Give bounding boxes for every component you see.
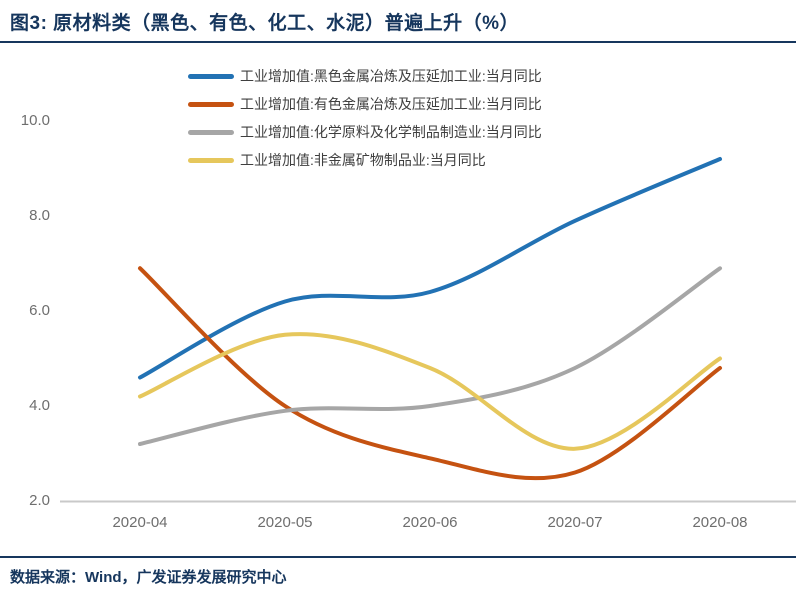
footer-divider	[0, 556, 796, 558]
legend-label: 工业增加值:化学原料及化学制品制造业:当月同比	[240, 124, 542, 140]
y-tick-label: 10.0	[20, 112, 50, 129]
series-line-1	[138, 266, 722, 481]
y-tick-label: 2.0	[29, 492, 50, 509]
chart-legend: 工业增加值:黑色金属冶炼及压延加工业:当月同比 工业增加值:有色金属冶炼及压延加…	[188, 62, 542, 174]
x-tick-label: 2020-05	[257, 514, 313, 531]
y-tick-label: 4.0	[29, 397, 50, 414]
legend-swatch	[188, 129, 234, 135]
legend-label: 工业增加值:非金属矿物制品业:当月同比	[240, 152, 486, 168]
legend-item: 工业增加值:有色金属冶炼及压延加工业:当月同比	[188, 90, 542, 118]
series-line-3	[138, 332, 722, 451]
title-divider	[0, 41, 796, 43]
legend-item: 工业增加值:黑色金属冶炼及压延加工业:当月同比	[188, 62, 542, 90]
y-tick-label: 8.0	[29, 207, 50, 224]
legend-swatch	[188, 157, 234, 163]
legend-item: 工业增加值:非金属矿物制品业:当月同比	[188, 146, 542, 174]
x-tick-label: 2020-04	[112, 514, 168, 531]
legend-label: 工业增加值:有色金属冶炼及压延加工业:当月同比	[240, 96, 542, 112]
legend-item: 工业增加值:化学原料及化学制品制造业:当月同比	[188, 118, 542, 146]
data-source: 数据来源：Wind，广发证券发展研究中心	[10, 569, 287, 586]
series-line-0	[138, 157, 722, 380]
y-tick-label: 6.0	[29, 302, 50, 319]
x-tick-label: 2020-06	[402, 514, 458, 531]
figure-title: 图3: 原材料类（黑色、有色、化工、水泥）普遍上升（%）	[10, 13, 520, 34]
legend-label: 工业增加值:黑色金属冶炼及压延加工业:当月同比	[240, 68, 542, 84]
legend-swatch	[188, 101, 234, 107]
x-tick-label: 2020-08	[692, 514, 748, 531]
x-tick-label: 2020-07	[547, 514, 603, 531]
legend-swatch	[188, 73, 234, 79]
series-line-2	[138, 266, 722, 446]
